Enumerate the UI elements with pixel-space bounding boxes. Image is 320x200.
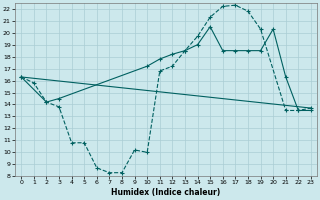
X-axis label: Humidex (Indice chaleur): Humidex (Indice chaleur) (111, 188, 221, 197)
